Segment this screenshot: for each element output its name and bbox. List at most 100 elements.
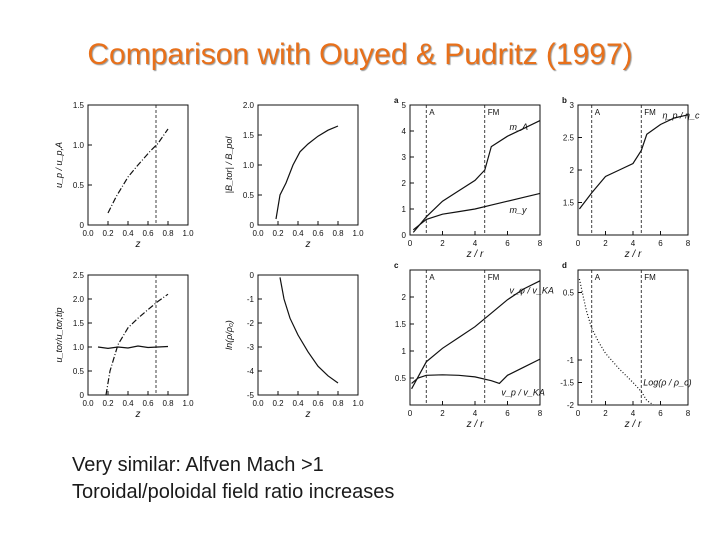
x-tick-label: 0.4	[292, 399, 304, 408]
y-tick-label: 1	[402, 205, 407, 214]
x-tick-label: 2	[440, 409, 445, 418]
y-tick-label: 0.5	[73, 181, 85, 190]
reference-line-label: A	[595, 273, 601, 282]
y-tick-label: 3	[402, 153, 407, 162]
x-tick-label: 0.4	[122, 229, 134, 238]
panel-right-top-a: 0 2 4 6 8 0 1 2 3 4 5 z / r a A FM m_A m_y	[394, 96, 543, 260]
panel-left-bottom-2: 0.0 0.2 0.4 0.6 0.8 1.0 0 -1 -2 -3 -4 -5 z ln(ρ/ρ₀)	[224, 271, 364, 420]
x-tick-label: 0.8	[332, 399, 344, 408]
x-tick-label: 0	[408, 239, 413, 248]
series-line	[411, 358, 541, 385]
x-tick-label: 0.8	[332, 229, 344, 238]
y-tick-label: -1	[247, 295, 255, 304]
y-tick-label: 2.5	[563, 134, 575, 143]
y-tick-label: 2	[402, 179, 407, 188]
x-tick-label: 4	[473, 409, 478, 418]
series-label: v_φ / v_KA	[510, 286, 554, 296]
x-tick-label: 8	[686, 239, 691, 248]
x-tick-label: 8	[538, 239, 543, 248]
y-tick-label: 0	[402, 231, 407, 240]
x-axis-label: z / r	[624, 249, 642, 260]
x-axis-label: z / r	[624, 419, 642, 430]
panel-label: b	[562, 96, 567, 105]
reference-line-label: A	[595, 108, 601, 117]
caption-alfven-mach: Very similar: Alfven Mach >1	[72, 454, 324, 476]
x-tick-label: 0.8	[162, 399, 174, 408]
x-tick-label: 0	[576, 239, 581, 248]
x-tick-label: 1.0	[352, 229, 364, 238]
x-tick-label: 8	[538, 409, 543, 418]
y-tick-label: 1.5	[73, 319, 85, 328]
axes-frame	[87, 274, 189, 396]
y-axis-label: ln(ρ/ρ₀)	[224, 320, 234, 350]
x-tick-label: 1.0	[352, 399, 364, 408]
reference-line-label: A	[429, 273, 435, 282]
y-tick-label: 2.0	[73, 295, 85, 304]
x-tick-label: 2	[440, 239, 445, 248]
series-line	[412, 192, 541, 231]
reference-line-label: A	[429, 108, 435, 117]
y-axis-label: u_p / u_p,A	[54, 142, 64, 188]
y-tick-label: -2	[247, 319, 255, 328]
slide-title: Comparison with Ouyed & Pudritz (1997)	[87, 38, 633, 71]
series-line	[105, 293, 169, 396]
y-tick-label: 0	[80, 221, 85, 230]
y-tick-label: 0.5	[563, 289, 575, 298]
y-tick-label: 0	[250, 271, 255, 280]
x-tick-label: 2	[603, 239, 608, 248]
x-axis-label: z	[135, 239, 141, 250]
x-tick-label: 0.2	[102, 229, 114, 238]
x-tick-label: 4	[631, 409, 636, 418]
x-axis-label: z / r	[466, 419, 484, 430]
x-tick-label: 0.6	[142, 399, 154, 408]
x-tick-label: 0.2	[272, 229, 284, 238]
x-tick-label: 0.4	[122, 399, 134, 408]
panel-label: c	[394, 261, 399, 270]
series-line	[107, 128, 169, 214]
reference-line-label: FM	[488, 273, 500, 282]
panel-right-bottom-d: 0 2 4 6 8 0.5 -1 -1.5 -2 z / r d A FM Log(ρ / ρ_c)	[560, 261, 691, 430]
panel-left-top-1: 0.0 0.2 0.4 0.6 0.8 1.0 0 0.5 1.0 1.5 z u_p / u_p,A	[54, 101, 194, 250]
y-tick-label: 1.0	[73, 141, 85, 150]
x-tick-label: 0.0	[252, 229, 264, 238]
y-tick-label: 1.0	[243, 161, 255, 170]
x-tick-label: 0.8	[162, 229, 174, 238]
y-tick-label: 2.0	[243, 101, 255, 110]
x-tick-label: 0.2	[272, 399, 284, 408]
y-tick-label: 0	[80, 391, 85, 400]
y-tick-label: 0.5	[243, 191, 255, 200]
x-tick-label: 0.0	[82, 229, 94, 238]
y-tick-label: 3	[570, 101, 575, 110]
reference-line-label: FM	[644, 273, 656, 282]
y-tick-label: 0	[250, 221, 255, 230]
series-label: m_A	[510, 122, 529, 132]
x-tick-label: 0.0	[252, 399, 264, 408]
x-tick-label: 0.2	[102, 399, 114, 408]
panel-label: d	[562, 261, 567, 270]
panel-right-bottom-c: 0 2 4 6 8 0.5 1 1.5 2 z / r c A FM v_φ / v_KA v_p / v_…	[394, 261, 554, 430]
series-line	[578, 114, 689, 210]
x-tick-label: 6	[505, 239, 510, 248]
y-axis-label: u_tor/u_tor,tip	[54, 307, 64, 362]
panel-label: a	[394, 96, 399, 105]
y-tick-label: 1	[402, 347, 407, 356]
series-line	[275, 125, 339, 220]
reference-line-label: FM	[488, 108, 500, 117]
y-tick-label: 2	[570, 166, 575, 175]
y-tick-label: -5	[247, 391, 255, 400]
y-tick-label: -2	[567, 401, 575, 410]
series-label: Log(ρ / ρ_c)	[643, 378, 691, 388]
x-tick-label: 0.0	[82, 399, 94, 408]
y-tick-label: 1.5	[563, 199, 575, 208]
x-tick-label: 2	[603, 409, 608, 418]
x-tick-label: 6	[658, 239, 663, 248]
reference-line-label: FM	[644, 108, 656, 117]
series-line	[279, 277, 339, 384]
y-tick-label: 1.5	[395, 320, 407, 329]
panel-left-bottom-1: 0.0 0.2 0.4 0.6 0.8 1.0 0 0.5 1.0 1.5 2.0 2.5 z u_tor…	[54, 271, 194, 420]
x-tick-label: 1.0	[182, 399, 194, 408]
x-axis-label: z / r	[466, 249, 484, 260]
x-tick-label: 0.6	[312, 229, 324, 238]
y-tick-label: 1.5	[243, 131, 255, 140]
